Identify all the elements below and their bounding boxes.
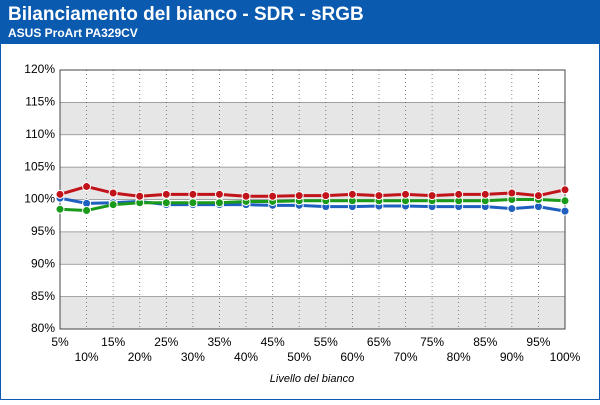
point: [82, 206, 92, 216]
point: [161, 198, 171, 208]
point: [268, 191, 278, 201]
y-tick-label: 95%: [31, 224, 55, 238]
point: [161, 189, 171, 199]
point: [454, 189, 464, 199]
x-tick-label: 10%: [75, 350, 99, 364]
point: [321, 191, 331, 201]
point: [214, 198, 224, 208]
point: [108, 200, 118, 210]
point: [188, 198, 198, 208]
x-tick-label: 90%: [500, 350, 524, 364]
y-tick-label: 120%: [24, 62, 55, 76]
point: [55, 189, 65, 199]
point: [560, 206, 570, 216]
y-tick-label: 80%: [31, 321, 55, 335]
point: [427, 191, 437, 201]
point: [294, 191, 304, 201]
x-tick-label: 5%: [51, 335, 69, 349]
y-tick-label: 110%: [25, 127, 55, 141]
chart-subtitle: ASUS ProArt PA329CV: [8, 26, 138, 40]
point: [480, 189, 490, 199]
x-tick-label: 25%: [154, 335, 178, 349]
header: [0, 0, 600, 44]
y-tick-label: 85%: [31, 289, 55, 303]
x-tick-label: 85%: [473, 335, 497, 349]
point: [82, 182, 92, 192]
x-tick-label: 95%: [526, 335, 550, 349]
y-tick-label: 90%: [31, 256, 55, 270]
point: [533, 191, 543, 201]
point: [214, 189, 224, 199]
x-tick-label: 35%: [207, 335, 231, 349]
point: [241, 191, 251, 201]
x-tick-label: 65%: [367, 335, 391, 349]
x-tick-label: 75%: [420, 335, 444, 349]
x-tick-label: 80%: [447, 350, 471, 364]
point: [55, 204, 65, 214]
grid-band: [60, 102, 565, 135]
grid-band: [60, 231, 565, 265]
point: [347, 189, 357, 199]
y-tick-label: 105%: [24, 159, 55, 173]
x-tick-label: 45%: [261, 335, 285, 349]
point: [108, 188, 118, 198]
point: [188, 189, 198, 199]
x-tick-label: 100%: [550, 350, 581, 364]
grid-band: [60, 296, 565, 329]
y-tick-label: 100%: [24, 192, 55, 206]
x-tick-label: 60%: [340, 350, 364, 364]
x-tick-label: 50%: [287, 350, 311, 364]
x-axis-label: Livello del bianco: [270, 373, 354, 385]
point: [374, 191, 384, 201]
point: [135, 191, 145, 201]
x-tick-label: 55%: [314, 335, 338, 349]
x-tick-label: 20%: [128, 350, 152, 364]
x-tick-label: 70%: [394, 350, 418, 364]
x-tick-label: 40%: [234, 350, 258, 364]
point: [507, 204, 517, 214]
x-tick-label: 30%: [181, 350, 205, 364]
point: [560, 185, 570, 195]
point: [401, 189, 411, 199]
chart-title: Bilanciamento del bianco - SDR - sRGB: [8, 4, 364, 25]
point: [560, 196, 570, 206]
point: [507, 188, 517, 198]
x-tick-label: 15%: [101, 335, 125, 349]
y-tick-label: 115%: [25, 95, 55, 109]
